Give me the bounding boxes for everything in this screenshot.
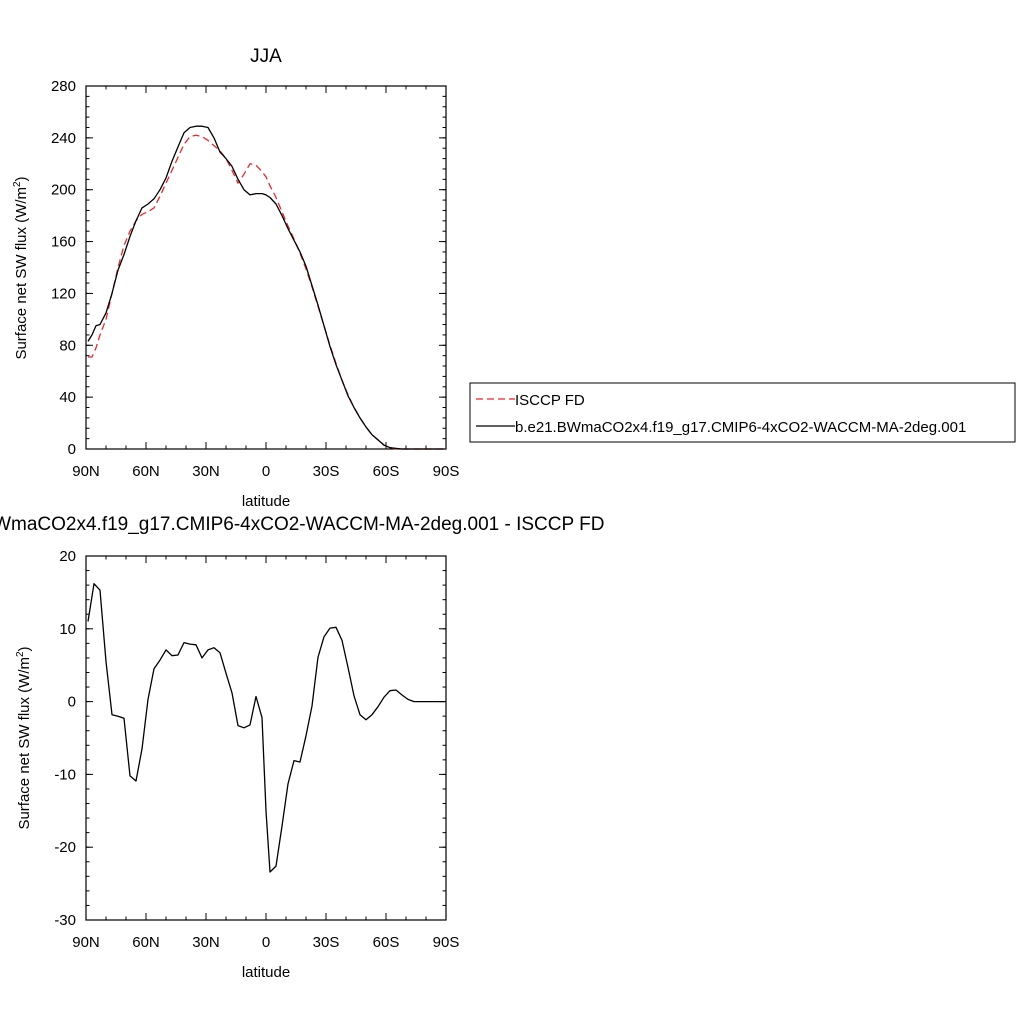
plot-area: 90N 60N 30N 0 30S 60S 90S 0 40 80 120 160 200 240 280 [51,78,459,480]
y-axis-label-text: Surface net SW flux (W/m [13,187,30,360]
x-tick-label: 90N [72,463,100,480]
y-tick-label: 160 [51,234,76,251]
y-tick-label: -30 [54,912,76,929]
y-axis-label-tail: ) [13,176,30,181]
series-line-model [87,125,444,450]
top-panel: JJA 90N 60N 30N 0 30S 60S 90S 0 40 80 120 160 200 240… [12,46,1016,510]
x-tick-label: 60N [132,934,160,951]
x-tick-label: 90S [433,934,460,951]
x-tick-label: 90S [433,463,460,480]
x-tick-label: 90N [72,934,100,951]
series-line-difference [87,583,444,873]
x-tick-label: 30N [192,463,220,480]
x-tick-label: 60S [373,934,400,951]
y-tick-label: 120 [51,285,76,302]
x-tick-label: 30S [313,934,340,951]
y-axis-label-tail: ) [16,646,33,651]
y-axis-label: Surface net SW flux (W/m2) [12,176,30,359]
series-line-isccp [88,134,444,450]
y-tick-label: 200 [51,182,76,199]
bottom-panel: b.e21.BWmaCO2x4.f19_g17.CMIP6-4xCO2-WACC… [0,514,604,981]
plot-frame [85,85,447,450]
legend: ISCCP FD b.e21.BWmaCO2x4.f19_g17.CMIP6-4… [469,382,1016,443]
x-tick-label: 30S [313,463,340,480]
legend-label-model: b.e21.BWmaCO2x4.f19_g17.CMIP6-4xCO2-WACC… [515,419,966,436]
y-axis-label: Surface net SW flux (W/m2) [15,646,33,829]
x-tick-label: 60N [132,463,160,480]
y-axis-label-sup: 2 [12,181,23,187]
y-tick-label: 240 [51,130,76,147]
y-tick-label: 40 [59,389,76,406]
chart-title: b.e21.BWmaCO2x4.f19_g17.CMIP6-4xCO2-WACC… [0,514,604,535]
y-tick-label: 20 [59,548,76,565]
legend-label-isccp: ISCCP FD [515,392,585,409]
y-tick-label: -20 [54,839,76,856]
y-tick-label: -10 [54,766,76,783]
y-tick-label: 280 [51,78,76,95]
x-tick-label: 0 [262,934,270,951]
y-tick-label: 0 [68,694,76,711]
y-tick-label: 0 [68,441,76,458]
y-axis-label-sup: 2 [15,651,26,657]
x-tick-label: 60S [373,463,400,480]
y-axis-label-text: Surface net SW flux (W/m [16,657,33,830]
y-tick-label: 80 [59,337,76,354]
x-axis-label: latitude [242,493,290,510]
x-tick-label: 30N [192,934,220,951]
y-tick-label: 10 [59,621,76,638]
plot-frame [85,555,447,921]
chart-title: JJA [250,46,282,67]
legend-box [469,382,1016,443]
x-tick-label: 0 [262,463,270,480]
plot-area: 90N 60N 30N 0 30S 60S 90S -30 -20 -10 0 10 20 [54,548,459,951]
x-axis-label: latitude [242,964,290,981]
